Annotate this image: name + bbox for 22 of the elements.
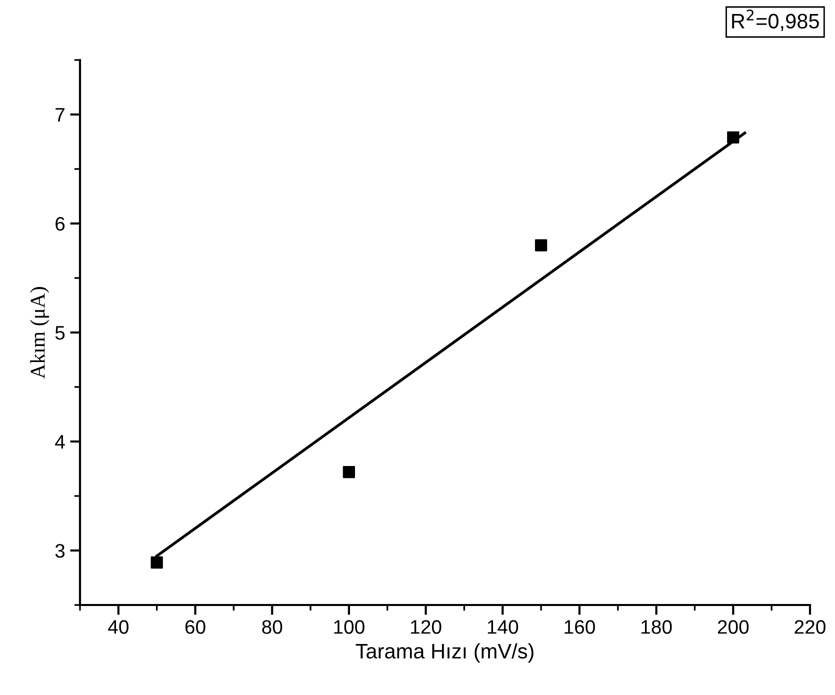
y-tick-label: 7 <box>56 108 64 122</box>
y-tick-label: 3 <box>55 544 65 558</box>
x-tick-label: 120 <box>411 620 442 634</box>
y-axis-title: Akım (μA) <box>30 287 50 379</box>
x-tick-label: 160 <box>564 620 595 634</box>
point <box>727 131 740 144</box>
y-tick-label: 4 <box>55 435 65 449</box>
y-tick-label: 6 <box>56 216 65 231</box>
point <box>534 239 548 252</box>
text: R$^{2}$=0,985 <box>732 10 819 32</box>
x-tick-label: 220 <box>794 620 826 634</box>
point <box>150 556 163 569</box>
x-tick-label: 140 <box>488 620 518 634</box>
x-axis-title: Tarama Hızı (mV/s) <box>356 643 534 663</box>
x-tick-label: 60 <box>185 620 206 634</box>
x-tick-label: 40 <box>108 620 128 634</box>
x-tick-label: 200 <box>718 620 749 634</box>
x-tick-label: 180 <box>642 620 672 634</box>
point <box>342 466 356 478</box>
y-tick-label: 5 <box>55 326 65 340</box>
x-tick-label: 100 <box>334 620 364 634</box>
x-tick-label: 80 <box>262 620 282 634</box>
